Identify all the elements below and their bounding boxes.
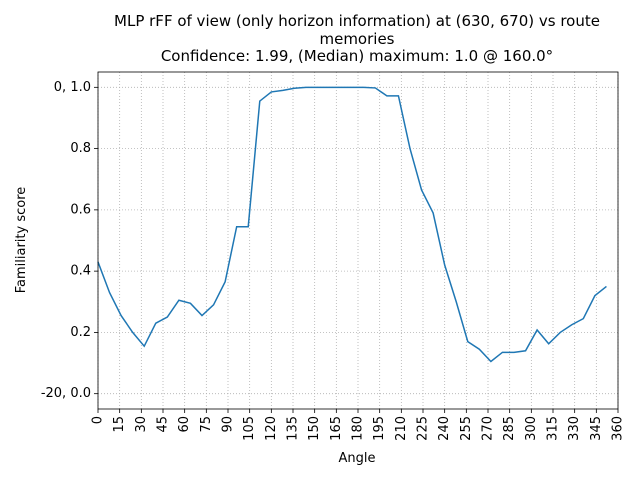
y-tick-label: 0.6 — [70, 202, 91, 217]
chart-title: Confidence: 1.99, (Median) maximum: 1.0 … — [161, 47, 553, 65]
x-tick-label: 60 — [177, 416, 192, 433]
x-tick-label: 75 — [199, 416, 214, 433]
x-tick-label: 360 — [611, 416, 626, 441]
data-line — [97, 86, 607, 363]
x-tick-label: 15 — [112, 416, 127, 433]
chart-title: MLP rFF of view (only horizon informatio… — [114, 12, 600, 30]
x-tick-label: 270 — [481, 416, 496, 441]
y-axis-label: Familiarity score — [14, 187, 29, 294]
y-tick-label: 0.2 — [70, 325, 91, 340]
y-tick-label: -20, 0.0 — [41, 386, 91, 401]
y-tick-label: 0.4 — [70, 264, 91, 279]
x-tick-label: 0 — [91, 416, 106, 424]
axes-frame — [97, 71, 619, 410]
chart-title: memories — [319, 30, 394, 48]
x-tick-label: 180 — [351, 416, 366, 441]
x-tick-label: 90 — [221, 416, 236, 433]
x-tick-label: 195 — [372, 416, 387, 441]
x-tick-label: 285 — [502, 416, 517, 441]
x-tick-label: 255 — [459, 416, 474, 441]
x-tick-label: 135 — [286, 416, 301, 441]
x-tick-label: 150 — [307, 416, 322, 441]
x-tick-label: 105 — [242, 416, 257, 441]
x-tick-label: 165 — [329, 416, 344, 441]
x-tick-label: 120 — [264, 416, 279, 441]
x-tick-label: 45 — [156, 416, 171, 433]
x-tick-label: 330 — [567, 416, 582, 441]
x-tick-label: 225 — [416, 416, 431, 441]
x-axis-label: Angle — [339, 451, 376, 466]
x-tick-label: 210 — [394, 416, 409, 441]
y-tick-label: 0, 1.0 — [54, 80, 91, 95]
x-tick-label: 30 — [134, 416, 149, 433]
x-tick-label: 315 — [546, 416, 561, 441]
y-tick-label: 0.8 — [70, 141, 91, 156]
x-tick-label: 300 — [524, 416, 539, 441]
x-tick-label: 240 — [437, 416, 452, 441]
x-tick-label: 345 — [589, 416, 604, 441]
